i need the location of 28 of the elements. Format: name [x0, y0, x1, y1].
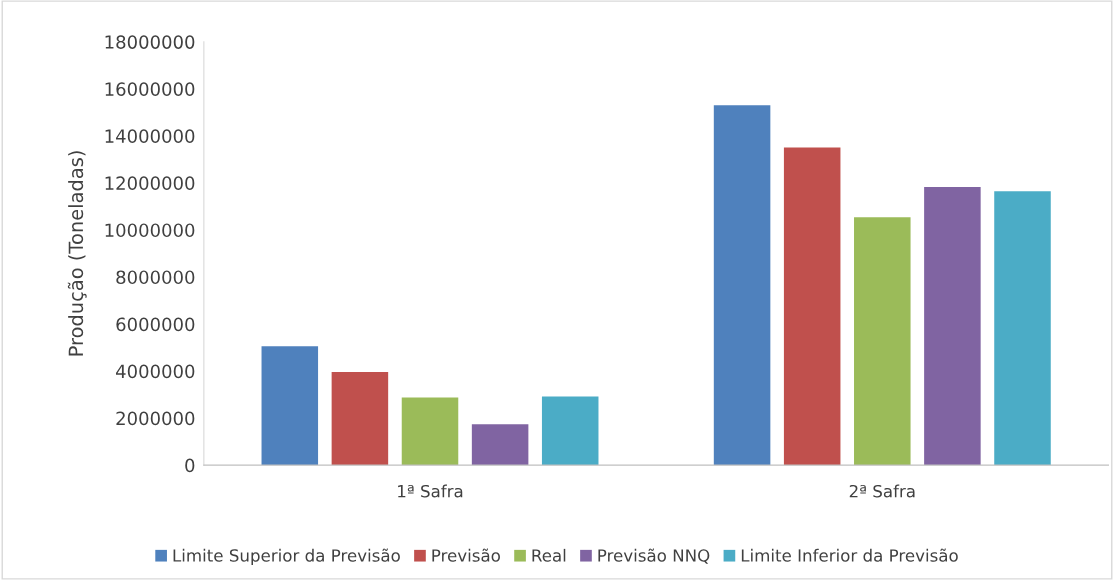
y-tick-label: 4000000 — [116, 364, 195, 379]
y-tick-label: 6000000 — [116, 317, 195, 332]
bar — [854, 217, 911, 466]
y-tick-label: 16000000 — [105, 82, 195, 96]
y-tick-label: 14000000 — [105, 129, 195, 143]
legend-label: Limite Superior da Previsão — [173, 548, 400, 565]
y-tick-label: 10000000 — [105, 223, 195, 238]
legend-label: Real — [532, 548, 566, 562]
y-tick-label: 12000000 — [105, 176, 195, 191]
legend-label: Previsão NNQ — [598, 548, 710, 564]
x-tick-label: 2ª Safra — [849, 484, 915, 498]
y-tick-label: 0 — [185, 458, 195, 473]
bar — [471, 424, 529, 466]
legend-label: Limite Inferior da Previsão — [741, 548, 958, 562]
bar — [541, 396, 599, 466]
bar — [783, 147, 841, 466]
y-tick-label: 18000000 — [105, 35, 195, 49]
x-tick-label: 1ª Safra — [398, 484, 463, 498]
y-tick-label: 8000000 — [116, 270, 195, 285]
bar — [713, 105, 771, 466]
bar — [331, 372, 389, 466]
bar — [994, 191, 1051, 466]
y-tick-label: 2000000 — [116, 411, 195, 426]
bar — [401, 397, 459, 466]
bar — [924, 186, 981, 466]
y-axis-title: Produção (Toneladas) — [67, 151, 87, 356]
bar — [261, 346, 319, 466]
legend-label: Previsão — [432, 548, 500, 562]
